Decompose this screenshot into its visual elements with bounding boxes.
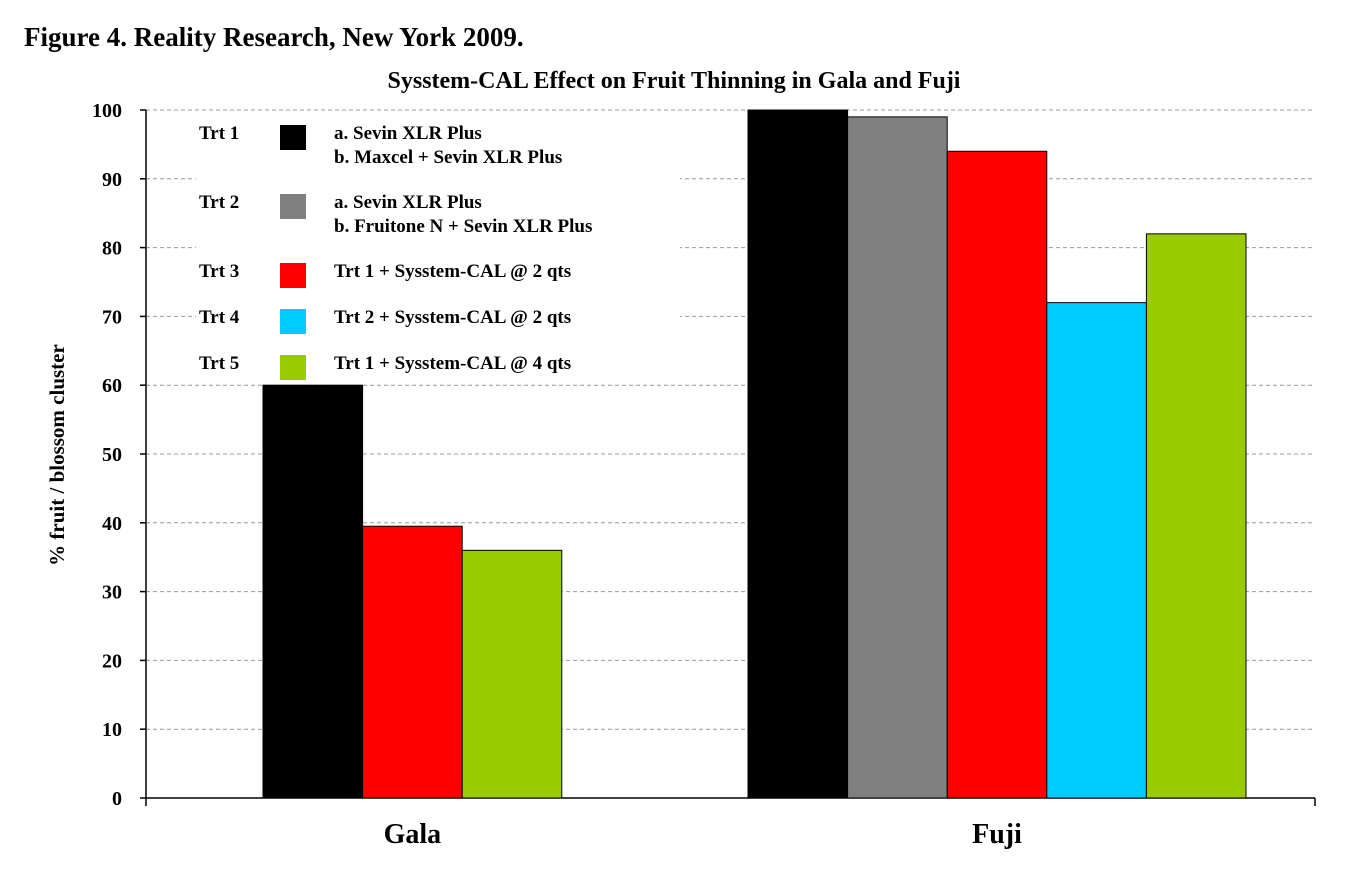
legend-swatch bbox=[280, 263, 306, 288]
legend-text: Trt 1 + Sysstem-CAL @ 2 qts bbox=[334, 261, 571, 282]
legend-text: a. Sevin XLR Plus bbox=[334, 123, 482, 144]
legend-text: Trt 2 + Sysstem-CAL @ 2 qts bbox=[334, 307, 571, 328]
legend-text: Trt 1 + Sysstem-CAL @ 4 qts bbox=[334, 353, 571, 374]
legend-label: Trt 3 bbox=[199, 261, 239, 282]
x-tick-label: Fuji bbox=[972, 819, 1022, 850]
figure-label: Figure 4. Reality Research, New York 200… bbox=[24, 22, 524, 52]
legend-label: Trt 1 bbox=[199, 123, 239, 144]
x-tick-label: Gala bbox=[384, 819, 442, 850]
legend-swatch bbox=[280, 194, 306, 219]
bar-gala-trt5 bbox=[461, 549, 563, 799]
legend-label: Trt 5 bbox=[199, 353, 239, 374]
y-tick-label: 80 bbox=[102, 238, 122, 260]
legend-label: Trt 2 bbox=[199, 192, 239, 213]
legend-text: b. Fruitone N + Sevin XLR Plus bbox=[334, 216, 592, 237]
legend-swatch bbox=[280, 125, 306, 150]
y-tick-label: 70 bbox=[102, 306, 122, 328]
legend-label: Trt 4 bbox=[199, 307, 240, 328]
chart-title: Sysstem-CAL Effect on Fruit Thinning in … bbox=[388, 68, 961, 94]
y-axis-label: % fruit / blossom cluster bbox=[45, 344, 69, 566]
bar-fuji-trt5 bbox=[1145, 233, 1247, 799]
bar-fuji-trt2 bbox=[847, 116, 948, 799]
y-tick-label: 60 bbox=[102, 375, 122, 397]
y-tick-label: 0 bbox=[112, 788, 122, 810]
legend-swatch bbox=[280, 355, 306, 380]
bar-fuji-trt3 bbox=[946, 150, 1048, 799]
y-tick-label: 10 bbox=[102, 719, 122, 741]
legend-swatch bbox=[280, 309, 306, 334]
legend-text: b. Maxcel + Sevin XLR Plus bbox=[334, 147, 562, 168]
legend-box bbox=[196, 112, 680, 382]
bar-fuji-trt1 bbox=[747, 109, 849, 799]
y-tick-label: 30 bbox=[102, 582, 122, 604]
bar-gala-trt1 bbox=[262, 384, 364, 799]
y-tick-label: 40 bbox=[102, 513, 122, 535]
y-tick-label: 20 bbox=[102, 650, 122, 672]
y-tick-label: 90 bbox=[102, 169, 122, 191]
bar-gala-trt3 bbox=[362, 525, 463, 799]
y-tick-label: 50 bbox=[102, 444, 122, 466]
y-tick-label: 100 bbox=[92, 100, 122, 122]
legend-text: a. Sevin XLR Plus bbox=[334, 192, 482, 213]
bar-fuji-trt4 bbox=[1046, 302, 1147, 799]
